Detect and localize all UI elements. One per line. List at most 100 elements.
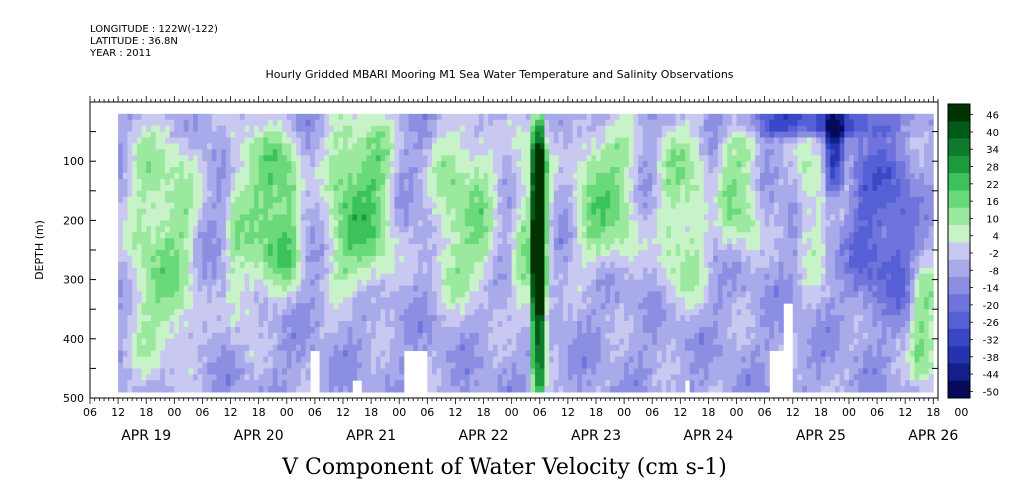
heatmap-cell	[535, 315, 541, 322]
heatmap-cell	[591, 303, 597, 310]
heatmap-cell	[558, 362, 564, 369]
heatmap-cell	[211, 119, 217, 127]
heatmap-cell	[614, 279, 620, 286]
heatmap-cell	[469, 362, 475, 369]
heatmap-cell	[132, 161, 138, 168]
heatmap-cell	[300, 119, 306, 127]
heatmap-cell	[160, 261, 166, 269]
heatmap-cell	[441, 356, 447, 363]
heatmap-cell	[272, 273, 278, 280]
heatmap-cell	[563, 344, 569, 352]
heatmap-cell	[549, 297, 555, 304]
heatmap-cell	[197, 232, 203, 239]
heatmap-cell	[488, 261, 494, 269]
heatmap-cell	[235, 273, 241, 280]
heatmap-cell	[118, 202, 124, 209]
heatmap-cell	[595, 202, 602, 209]
heatmap-cell	[357, 149, 363, 156]
heatmap-cell	[127, 368, 133, 375]
heatmap-cell	[333, 149, 339, 156]
heatmap-cell	[553, 350, 559, 357]
heatmap-cell	[478, 143, 484, 150]
heatmap-cell	[539, 173, 545, 180]
heatmap-cell	[492, 137, 499, 144]
heatmap-cell	[572, 332, 578, 340]
heatmap-cell	[544, 374, 550, 381]
heatmap-cell	[127, 332, 133, 340]
heatmap-cell	[455, 368, 461, 375]
heatmap-cell	[202, 250, 208, 257]
heatmap-cell	[225, 321, 231, 328]
heatmap-cell	[127, 338, 133, 346]
heatmap-cell	[502, 303, 508, 310]
heatmap-cell	[516, 131, 522, 138]
heatmap-cell	[483, 297, 489, 304]
heatmap-cell	[464, 244, 470, 251]
heatmap-cell	[553, 362, 559, 369]
heatmap-cell	[389, 297, 395, 304]
heatmap-cell	[174, 380, 180, 387]
heatmap-cell	[361, 332, 367, 340]
heatmap-cell	[614, 250, 620, 257]
heatmap-cell	[258, 255, 264, 263]
heatmap-cell	[183, 149, 189, 156]
heatmap-cell	[258, 155, 264, 162]
heatmap-cell	[183, 167, 189, 174]
heatmap-cell	[282, 137, 288, 144]
heatmap-cell	[347, 255, 353, 263]
heatmap-cell	[169, 238, 175, 245]
heatmap-cell	[483, 309, 489, 316]
heatmap-cell	[188, 143, 194, 150]
heatmap-cell	[150, 113, 156, 121]
heatmap-cell	[244, 208, 250, 215]
heatmap-cell	[164, 226, 171, 233]
heatmap-cell	[558, 208, 564, 215]
heatmap-cell	[389, 356, 395, 363]
heatmap-cell	[446, 190, 452, 198]
heatmap-cell	[591, 386, 597, 393]
heatmap-cell	[427, 255, 433, 263]
heatmap-cell	[436, 161, 442, 168]
heatmap-cell	[328, 338, 335, 346]
heatmap-cell	[146, 155, 152, 162]
heatmap-cell	[595, 309, 602, 316]
heatmap-cell	[132, 338, 138, 346]
heatmap-cell	[272, 374, 278, 381]
heatmap-cell	[291, 255, 297, 263]
heatmap-cell	[118, 119, 124, 127]
heatmap-cell	[455, 332, 461, 340]
heatmap-cell	[174, 149, 180, 156]
heatmap-cell	[460, 315, 466, 322]
heatmap-cell	[174, 137, 180, 144]
heatmap-cell	[403, 184, 409, 192]
heatmap-cell	[235, 380, 241, 387]
heatmap-cell	[216, 338, 222, 346]
heatmap-cell	[197, 368, 203, 375]
heatmap-cell	[478, 285, 484, 292]
heatmap-cell	[150, 244, 156, 251]
heatmap-cell	[164, 380, 171, 387]
heatmap-cell	[446, 155, 452, 162]
heatmap-cell	[164, 149, 171, 156]
heatmap-cell	[179, 149, 185, 156]
heatmap-cell	[183, 356, 189, 363]
heatmap-cell	[469, 285, 475, 292]
heatmap-cell	[216, 386, 222, 393]
heatmap-cell	[399, 196, 405, 204]
heatmap-cell	[567, 161, 573, 168]
heatmap-cell	[342, 178, 349, 186]
heatmap-cell	[272, 202, 278, 209]
heatmap-cell	[366, 344, 372, 352]
heatmap-cell	[567, 267, 573, 275]
heatmap-cell	[413, 332, 419, 340]
heatmap-cell	[277, 119, 283, 127]
heatmap-cell	[506, 285, 513, 292]
heatmap-cell	[399, 119, 405, 127]
heatmap-cell	[549, 244, 555, 251]
heatmap-cell	[530, 143, 536, 150]
heatmap-cell	[422, 338, 428, 346]
heatmap-cell	[544, 178, 550, 186]
heatmap-cell	[436, 368, 442, 375]
heatmap-cell	[488, 143, 494, 150]
heatmap-cell	[202, 315, 208, 322]
